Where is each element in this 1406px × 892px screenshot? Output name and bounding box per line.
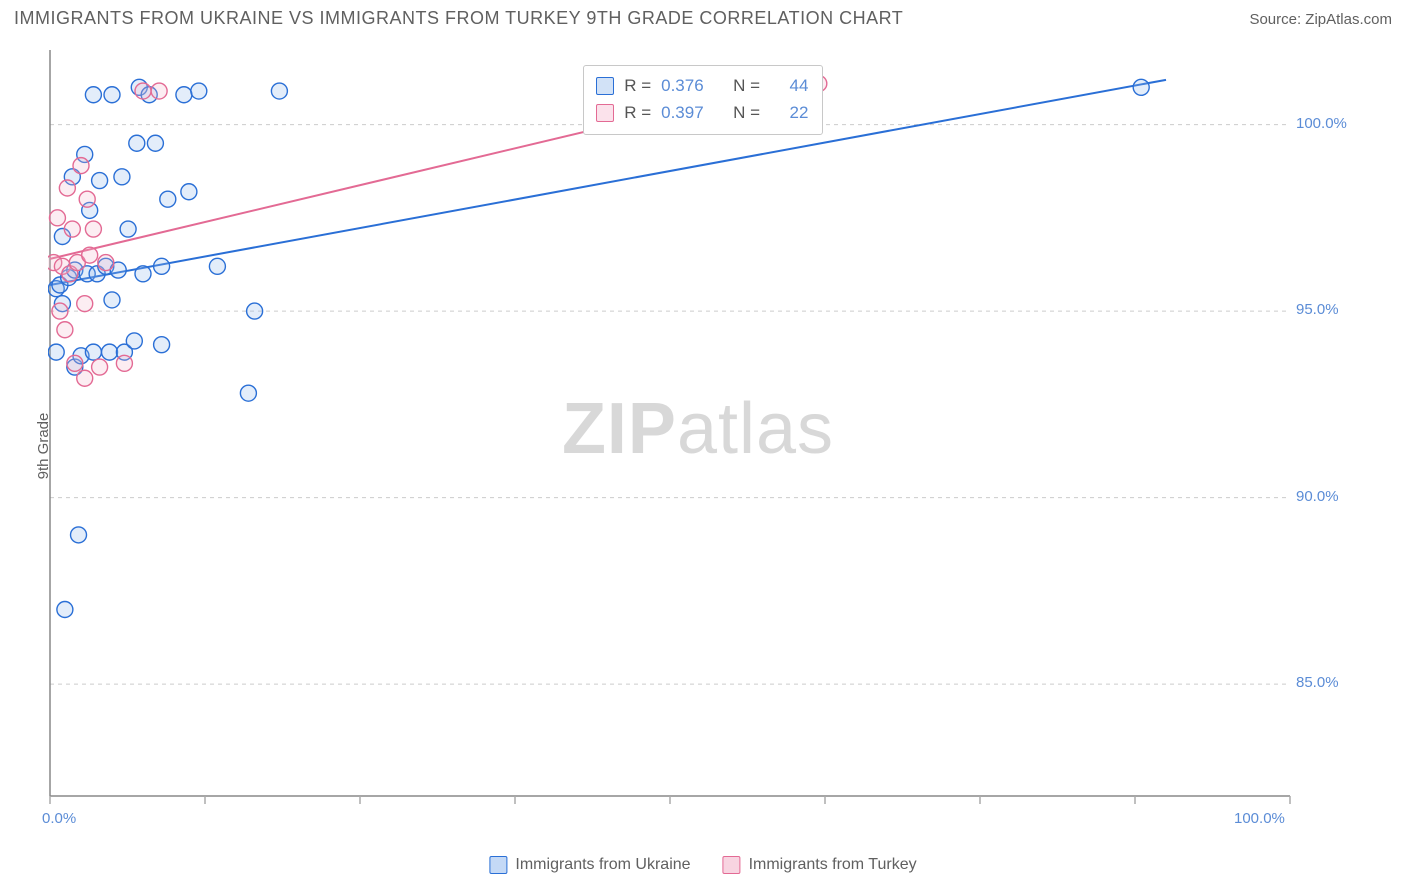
stats-row: R = 0.376 N = 44 [596,72,808,99]
y-tick-label: 90.0% [1296,488,1339,505]
y-tick-label: 95.0% [1296,301,1339,318]
legend-swatch [489,856,507,874]
y-tick-label: 85.0% [1296,674,1339,691]
bottom-legend: Immigrants from Ukraine Immigrants from T… [489,856,916,874]
y-tick-label: 100.0% [1296,115,1347,132]
scatter-plot-svg [48,44,1348,814]
legend-label: Immigrants from Ukraine [515,856,690,874]
source-label: Source: ZipAtlas.com [1249,11,1392,28]
x-tick-label: 100.0% [1234,810,1285,827]
chart-area: ZIPatlas R = 0.376 N = 44R = 0.397 N = 2… [48,44,1348,814]
legend-label: Immigrants from Turkey [749,856,917,874]
legend-item: Immigrants from Turkey [723,856,917,874]
legend-swatch [723,856,741,874]
legend-item: Immigrants from Ukraine [489,856,690,874]
correlation-stats-box: R = 0.376 N = 44R = 0.397 N = 22 [583,65,823,135]
stats-row: R = 0.397 N = 22 [596,99,808,126]
chart-title: IMMIGRANTS FROM UKRAINE VS IMMIGRANTS FR… [14,8,903,29]
x-tick-label: 0.0% [42,810,76,827]
